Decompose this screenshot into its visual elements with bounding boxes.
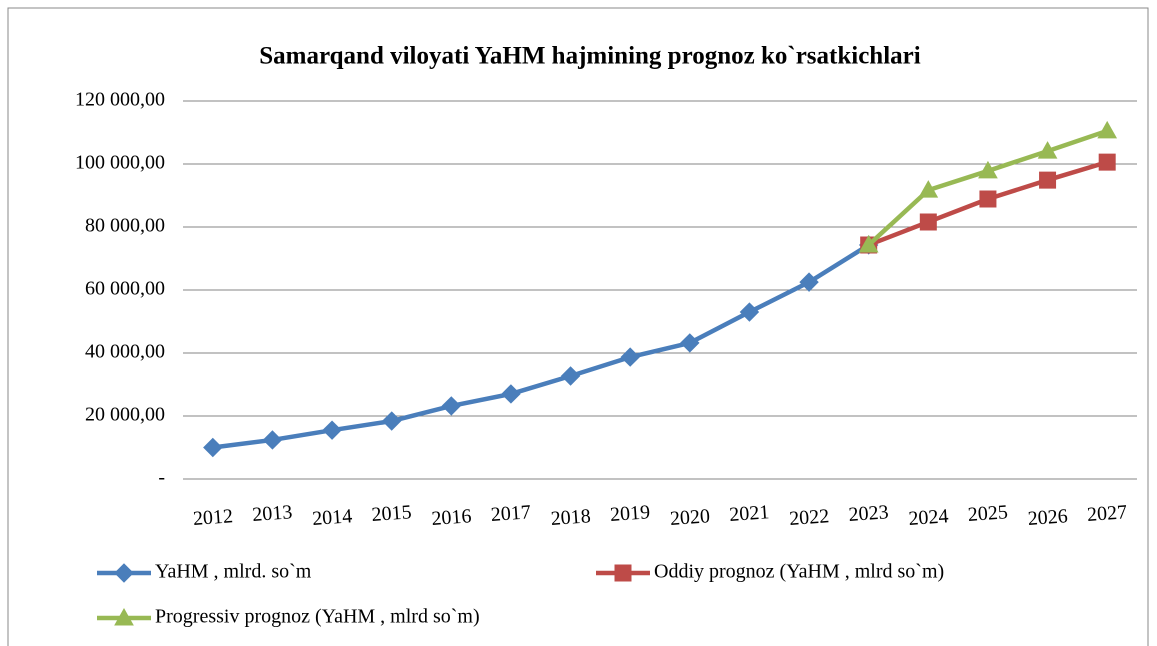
legend-marker: [114, 607, 134, 626]
legend-marker: [614, 564, 632, 582]
point-marker: [799, 272, 819, 292]
point-marker: [501, 384, 521, 404]
x-tick-label: 2023: [848, 501, 889, 526]
y-tick-label: -: [158, 467, 165, 489]
point-marker: [979, 190, 997, 208]
x-tick-label: 2019: [609, 501, 650, 526]
x-tick-label: 2012: [192, 505, 233, 530]
series-line: [212, 243, 870, 450]
legend-label: Progressiv prognoz (YaHM , mlrd so`m): [155, 606, 480, 628]
point-marker: [381, 411, 402, 431]
point-marker: [1037, 141, 1058, 159]
x-tick-label: 2017: [490, 501, 531, 526]
point-marker: [919, 213, 937, 231]
x-tick-label: 2024: [908, 505, 949, 530]
point-marker: [203, 437, 223, 458]
point-marker: [322, 420, 342, 440]
y-tick-label: 80 000,00: [85, 215, 165, 237]
point-marker: [1097, 120, 1118, 139]
y-tick-label: 60 000,00: [85, 278, 165, 300]
y-tick-label: 120 000,00: [75, 89, 165, 111]
chart-frame: [7, 7, 1149, 646]
y-tick-label: 40 000,00: [85, 341, 165, 363]
point-marker: [1098, 153, 1116, 171]
chart-title: Samarqand viloyati YaHM hajmining progno…: [259, 43, 920, 70]
point-marker: [560, 366, 581, 386]
x-tick-label: 2015: [371, 501, 412, 526]
point-marker: [680, 333, 700, 353]
x-tick-label: 2026: [1027, 505, 1068, 530]
point-marker: [620, 347, 640, 367]
point-marker: [978, 160, 998, 179]
x-tick-label: 2014: [312, 505, 353, 530]
x-tick-label: 2016: [431, 505, 472, 530]
x-tick-label: 2021: [729, 501, 770, 526]
point-marker: [739, 302, 760, 322]
x-tick-label: 2027: [1086, 501, 1127, 526]
point-marker: [858, 234, 879, 253]
x-tick-label: 2022: [789, 505, 830, 530]
point-marker: [918, 180, 939, 198]
legend-label: Oddiy prognoz (YaHM , mlrd so`m): [654, 561, 944, 583]
x-tick-label: 2013: [252, 501, 293, 526]
x-tick-label: 2018: [550, 505, 591, 530]
y-tick-label: 100 000,00: [75, 152, 165, 174]
x-tick-label: 2025: [967, 501, 1008, 526]
legend-marker: [114, 563, 134, 583]
y-tick-label: 20 000,00: [85, 404, 165, 426]
point-marker: [441, 396, 462, 416]
legend-label: YaHM , mlrd. so`m: [155, 561, 312, 583]
x-tick-label: 2020: [669, 505, 710, 530]
point-marker: [262, 430, 283, 450]
point-marker: [1039, 171, 1057, 189]
